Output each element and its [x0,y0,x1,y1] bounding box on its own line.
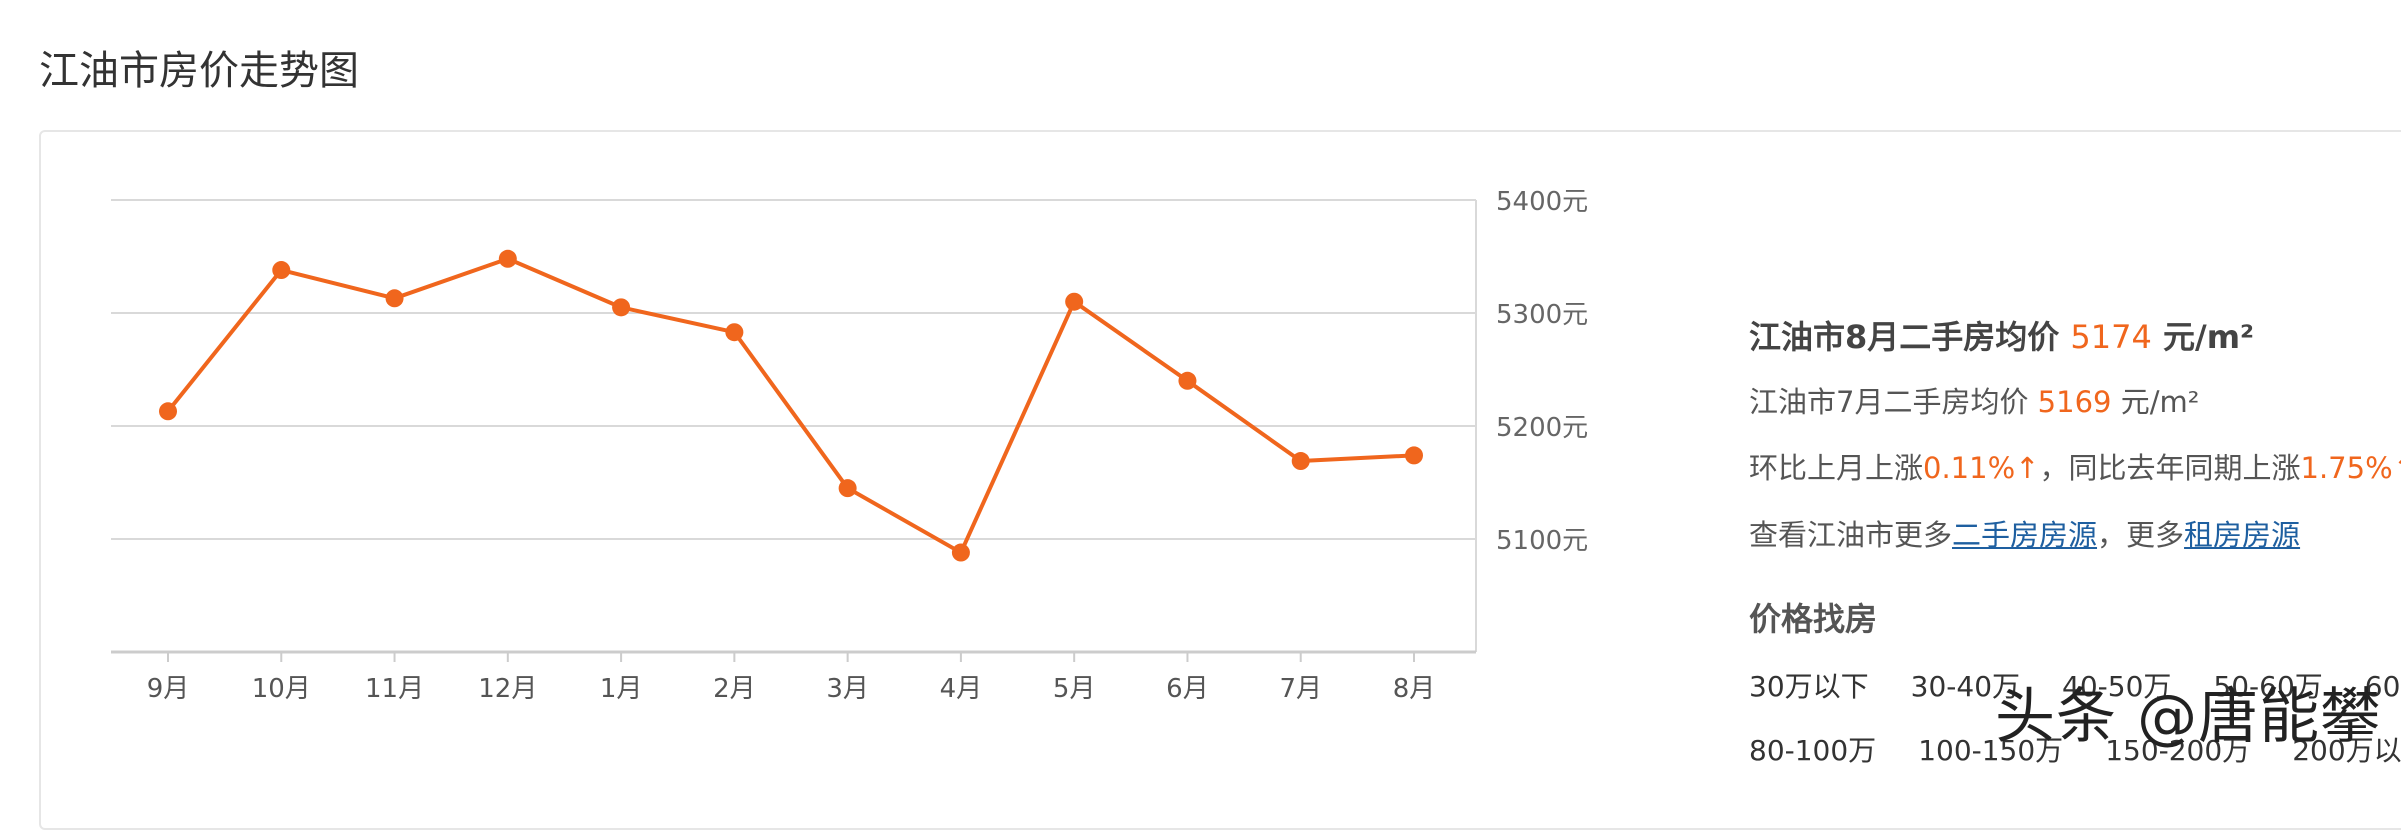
data-point [838,479,857,498]
data-point [612,298,631,317]
x-tick-label: 6月 [1166,674,1209,704]
data-point [1178,371,1197,390]
secondhand-listings-link[interactable]: 二手房房源 [1952,518,2098,552]
previous-price-label: 江油市7月二手房均价 [1749,385,2029,419]
y-tick-label: 5300元 [1496,300,1588,330]
page-title: 江油市房价走势图 [39,48,359,94]
x-tick-label: 1月 [600,674,643,704]
links-middle: ，更多 [2097,518,2185,552]
data-point [1065,292,1084,311]
data-point [1405,446,1423,465]
price-filter-option[interactable]: 50-60万 [2213,670,2323,703]
price-filter-option[interactable]: 30万以下 [1749,670,1869,703]
x-tick-label: 7月 [1279,674,1322,704]
price-trend-chart: 5100元 5200元 5300元 5400元 9月 10月 11月 12月 1月 2月 3月 4月 5… [111,187,1588,704]
x-tick-label: 10月 [252,674,311,704]
data-point [272,261,291,280]
change-separator: ， [2039,451,2069,485]
x-tick-label: 3月 [826,674,869,704]
x-tick-label: 11月 [365,674,424,704]
x-tick-label: 2月 [713,674,756,704]
data-point [498,249,517,268]
previous-price-line: 江油市7月二手房均价 5169 元/m² [1749,379,2199,421]
rental-listings-link[interactable]: 租房房源 [2184,518,2301,552]
data-point [385,289,404,308]
watermark: 头条 @唐能攀 [1995,682,2382,752]
data-point [159,402,177,421]
yoy-up-arrow-icon: ↑ [2393,451,2401,485]
data-point [1291,452,1310,471]
mom-up-arrow-icon: ↑ [2015,451,2040,485]
y-tick-label: 5100元 [1496,526,1588,556]
current-price-label: 江油市8月二手房均价 [1749,318,2060,356]
price-filter-title: 价格找房 [1749,600,1878,638]
data-point [951,543,970,562]
price-filter-option[interactable]: 40-50万 [2062,670,2172,703]
price-filter-option[interactable]: 60-80万 [2364,670,2401,703]
y-tick-label: 5400元 [1496,187,1588,217]
change-line: 环比上月上涨0.11%↑，同比去年同期上涨1.75%↑ [1749,445,2401,487]
y-tick-label: 5200元 [1496,413,1588,443]
price-filter-option[interactable]: 30-40万 [1910,670,2021,703]
price-filter-option[interactable]: 80-100万 [1749,734,1877,767]
current-price-unit: 元/m² [2163,318,2255,356]
mom-label: 环比上月上涨 [1749,451,1924,485]
price-trend-panel: 5100元 5200元 5300元 5400元 9月 10月 11月 12月 1月 2月 3月 4月 5… [39,130,2401,830]
current-price-line: 江油市8月二手房均价 5174 元/m² [1749,312,2254,358]
previous-price-value: 5169 [2037,385,2112,419]
x-tick-label: 12月 [478,674,537,704]
yoy-label: 同比去年同期上涨 [2068,451,2301,485]
more-listings-line: 查看江油市更多二手房房源，更多租房房源 [1749,512,2300,554]
series-line [166,256,1415,555]
price-filter-row-1: 30万以下 30-40万 40-50万 50-60万 60-80万 [1749,665,2401,705]
data-point [725,323,744,342]
yoy-value: 1.75% [2300,451,2393,485]
mom-value: 0.11% [1923,451,2016,485]
links-prefix: 查看江油市更多 [1749,518,1953,552]
x-tick-label: 9月 [147,674,190,704]
x-tick-label: 4月 [940,674,983,704]
x-tick-label: 5月 [1053,674,1096,704]
x-tick-label: 8月 [1393,674,1436,704]
current-price-value: 5174 [2070,318,2152,356]
previous-price-unit: 元/m² [2120,385,2200,419]
